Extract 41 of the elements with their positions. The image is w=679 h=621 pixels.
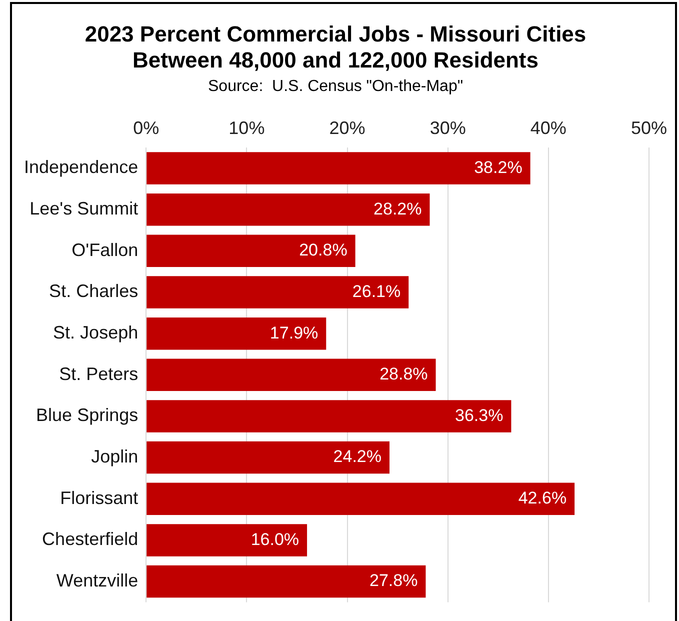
y-tick-label: St. Joseph bbox=[53, 322, 138, 343]
y-tick-label: St. Peters bbox=[59, 364, 138, 384]
bar bbox=[146, 565, 426, 598]
y-tick-label: Florissant bbox=[60, 488, 138, 508]
y-tick-label: Blue Springs bbox=[36, 405, 138, 426]
data-label: 16.0% bbox=[250, 530, 300, 549]
data-label: 26.1% bbox=[352, 282, 401, 301]
bar bbox=[146, 193, 430, 226]
bar bbox=[146, 524, 308, 556]
data-label: 38.2% bbox=[474, 158, 522, 177]
chart-title: 2023 Percent Commercial Jobs - Missouri Cities Between 48,000 and 122,000 Residents bbox=[84, 21, 586, 73]
y-tick-label: Joplin bbox=[91, 446, 138, 467]
bar bbox=[146, 400, 512, 432]
bar bbox=[146, 234, 356, 268]
x-tick-label: 50% bbox=[630, 118, 667, 138]
y-tick-label: St. Charles bbox=[49, 281, 138, 302]
y-tick-label: Lee's Summit bbox=[30, 198, 138, 219]
y-tick-label: O'Fallon bbox=[72, 240, 138, 260]
x-tick-label: 10% bbox=[228, 118, 265, 138]
data-label: 17.9% bbox=[270, 323, 318, 342]
data-label: 20.8% bbox=[299, 240, 348, 260]
y-tick-label: Wentzville bbox=[56, 570, 138, 591]
data-label: 28.2% bbox=[374, 199, 422, 218]
bar bbox=[146, 358, 436, 392]
bar bbox=[146, 317, 326, 350]
data-label: 42.6% bbox=[518, 488, 567, 508]
x-tick-label: 0% bbox=[133, 118, 160, 138]
x-tick-label: 30% bbox=[430, 118, 466, 138]
y-tick-label: Chesterfield bbox=[42, 529, 138, 550]
y-tick-label: Independence bbox=[24, 157, 138, 178]
data-label: 28.8% bbox=[380, 364, 428, 384]
bar bbox=[146, 152, 530, 184]
chart-subtitle: Source: U.S. Census "On-the-Map" bbox=[208, 78, 464, 95]
bar bbox=[146, 441, 390, 474]
bar bbox=[146, 482, 575, 515]
bar bbox=[146, 276, 409, 308]
x-tick-label: 20% bbox=[329, 118, 366, 138]
data-label: 24.2% bbox=[333, 447, 382, 466]
data-label: 36.3% bbox=[454, 406, 504, 425]
x-tick-label: 40% bbox=[530, 118, 566, 138]
data-label: 27.8% bbox=[370, 571, 418, 590]
